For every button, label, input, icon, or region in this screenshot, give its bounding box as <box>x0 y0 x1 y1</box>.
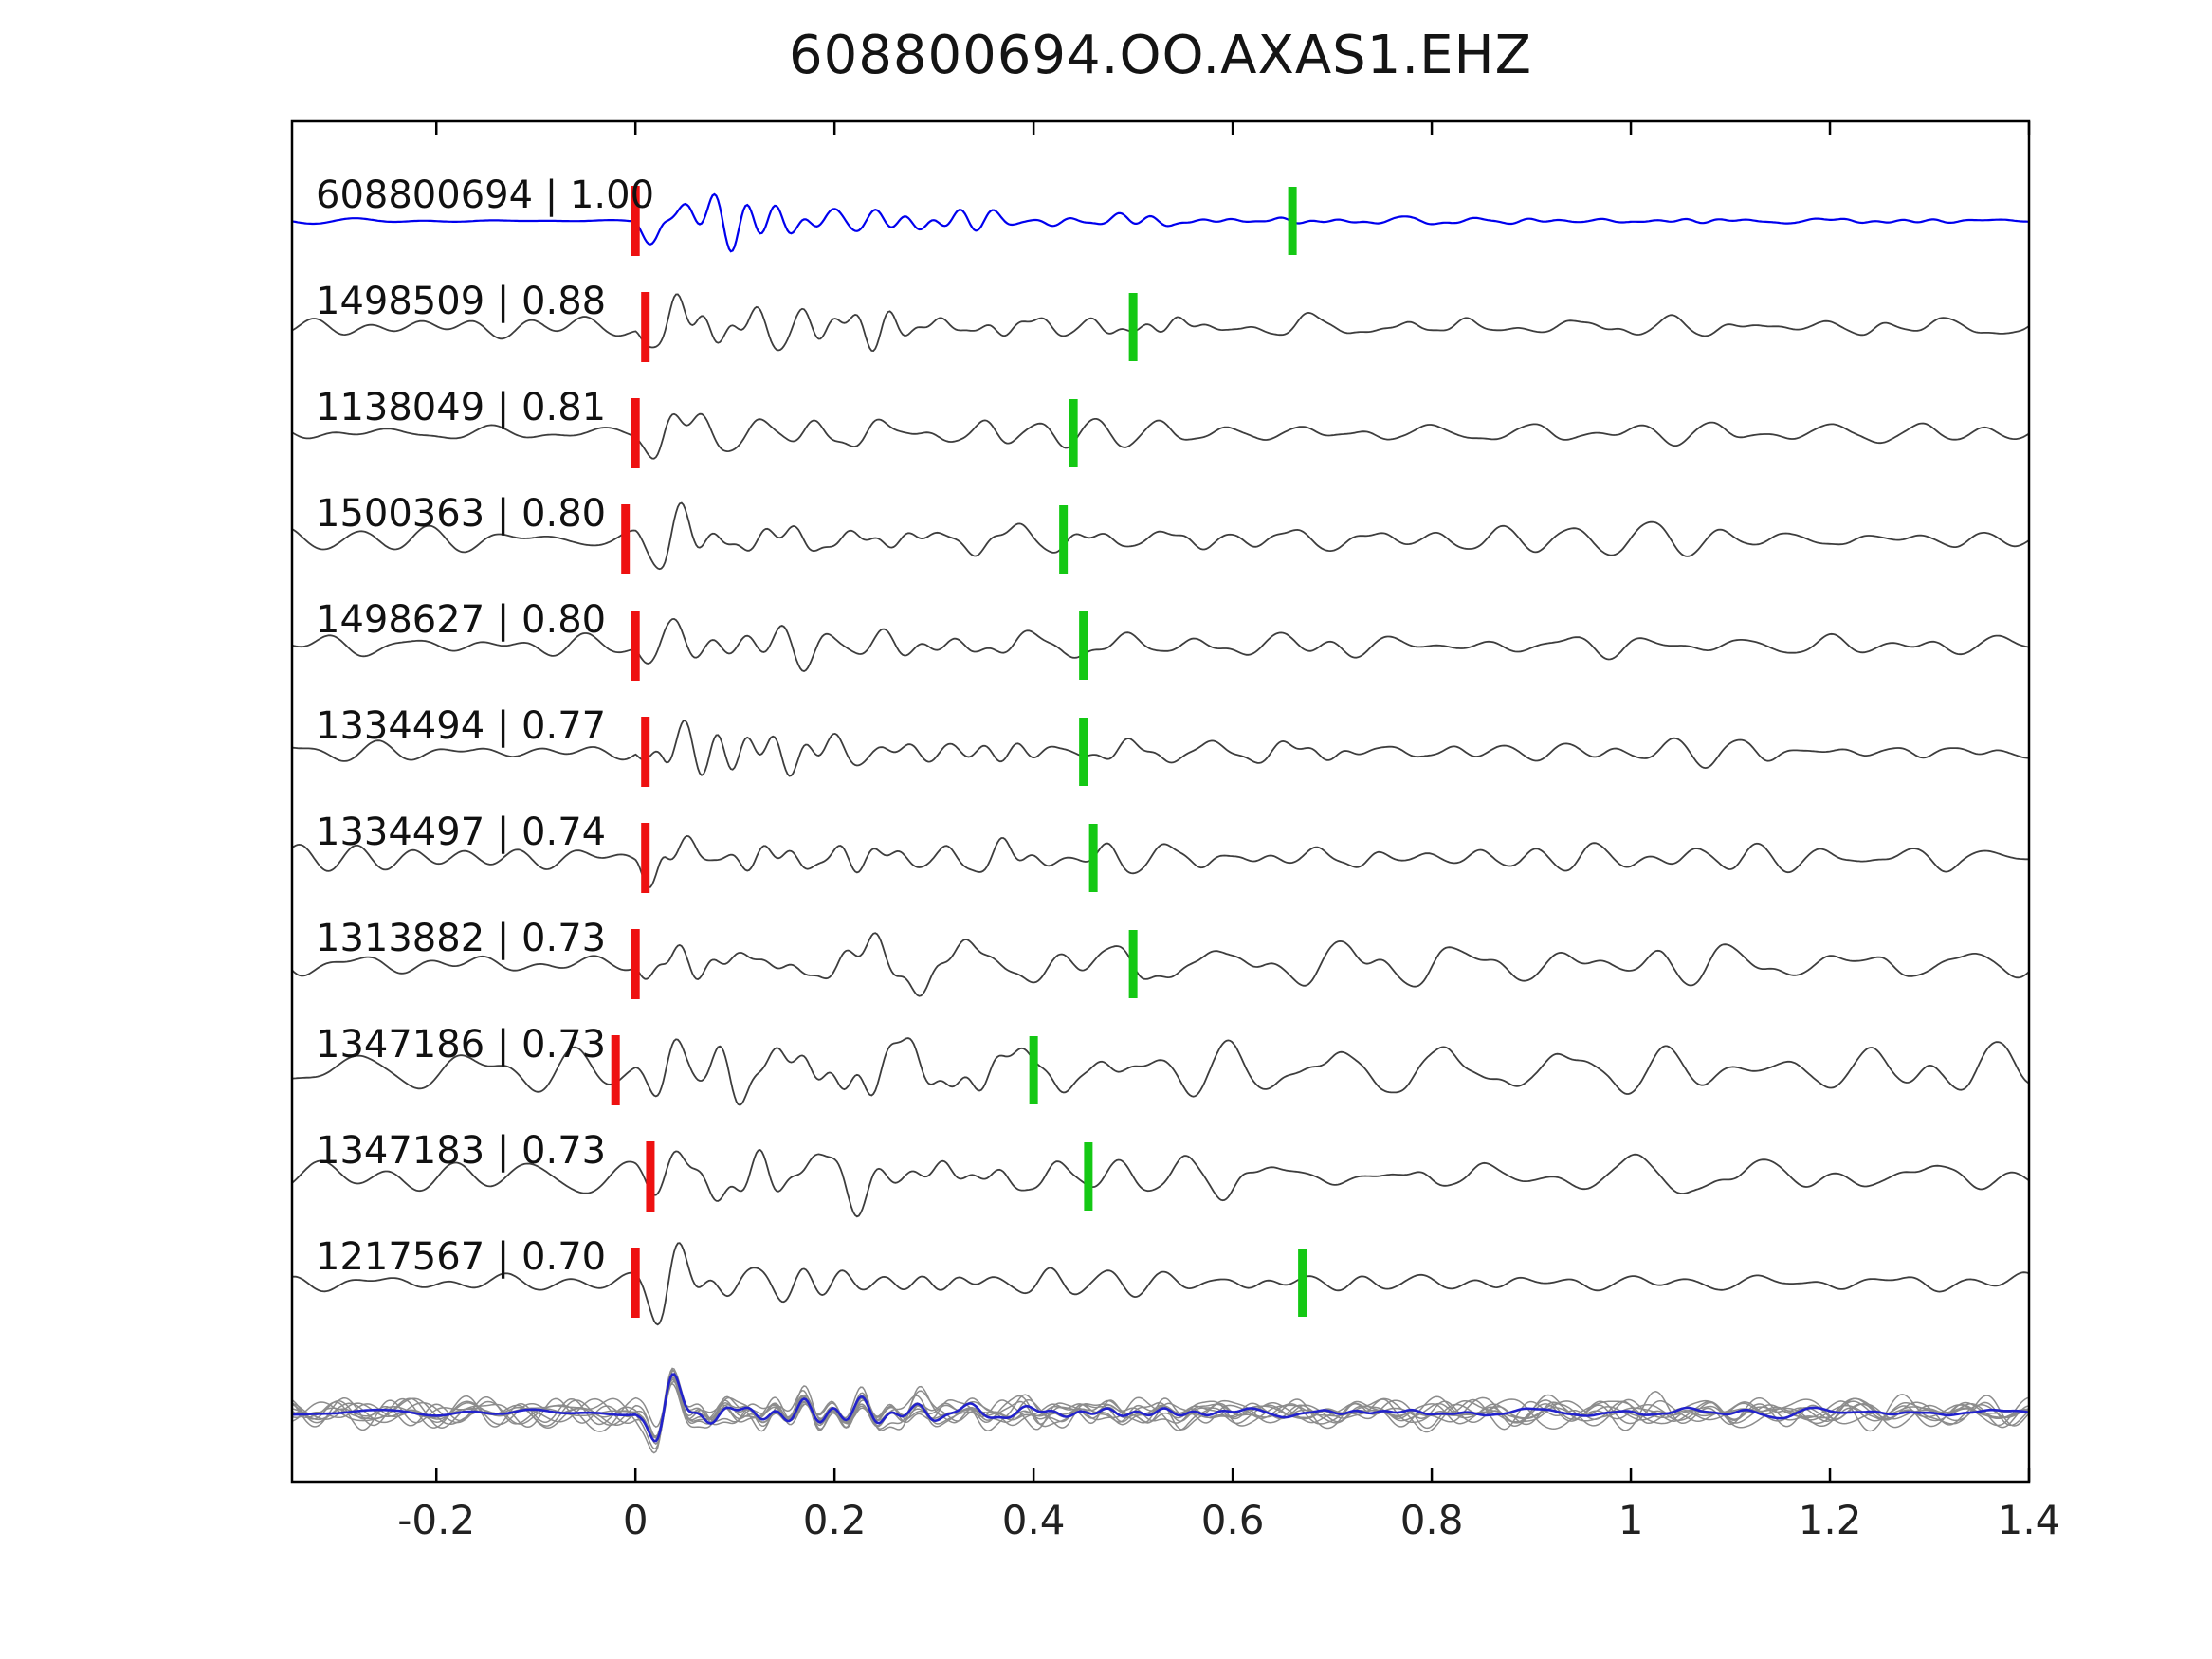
trace-1138049 <box>292 412 2029 460</box>
green-pick-marker-608800694 <box>1288 187 1297 255</box>
red-pick-marker-1313882 <box>631 929 640 999</box>
x-tick-label: 1.4 <box>1998 1497 2061 1543</box>
trace-label-1313882: 1313882 | 0.73 <box>316 917 606 960</box>
trace-label-1498509: 1498509 | 0.88 <box>316 280 606 323</box>
x-tick-label: 0 <box>623 1497 649 1543</box>
green-pick-marker-1347183 <box>1084 1142 1093 1211</box>
red-pick-marker-1498509 <box>641 292 650 362</box>
red-pick-marker-1138049 <box>631 398 640 468</box>
stack-member-trace <box>292 1369 2029 1450</box>
trace-label-1334494: 1334494 | 0.77 <box>316 704 606 748</box>
red-pick-marker-1217567 <box>631 1248 640 1318</box>
green-pick-marker-1334494 <box>1079 718 1088 786</box>
x-tick-label: -0.2 <box>397 1497 475 1543</box>
chart-title: 608800694.OO.AXAS1.EHZ <box>789 25 1532 86</box>
green-pick-marker-1334497 <box>1088 824 1098 892</box>
trace-1500363 <box>292 501 2029 571</box>
trace-layer <box>292 186 2029 1454</box>
green-pick-marker-1498509 <box>1128 293 1138 361</box>
x-tick-label: 0.2 <box>803 1497 867 1543</box>
trace-label-1347183: 1347183 | 0.73 <box>316 1129 606 1173</box>
trace-label-608800694: 608800694 | 1.00 <box>316 173 654 217</box>
trace-608800694 <box>292 192 2029 253</box>
green-pick-marker-1138049 <box>1069 399 1078 467</box>
trace-1334494 <box>292 720 2029 777</box>
trace-1217567 <box>292 1242 2029 1326</box>
red-pick-marker-1500363 <box>621 504 631 574</box>
trace-1347186 <box>292 1037 2029 1106</box>
red-pick-marker-1334497 <box>641 823 650 893</box>
plot-border <box>290 119 2031 1484</box>
stack-member-trace <box>292 1382 2029 1433</box>
trace-label-1498627: 1498627 | 0.80 <box>316 598 606 642</box>
trace-label-1500363: 1500363 | 0.80 <box>316 492 606 536</box>
green-pick-marker-1500363 <box>1059 505 1069 574</box>
stack-trace <box>292 1373 2029 1443</box>
x-tick-label: 0.6 <box>1201 1497 1265 1543</box>
x-tick-label: 0.8 <box>1400 1497 1464 1543</box>
green-pick-marker-1217567 <box>1298 1249 1307 1317</box>
green-pick-marker-1313882 <box>1128 930 1138 998</box>
red-pick-marker-1347183 <box>646 1141 655 1212</box>
trace-label-1138049: 1138049 | 0.81 <box>316 386 606 429</box>
trace-1498627 <box>292 617 2029 672</box>
trace-label-1347186: 1347186 | 0.73 <box>316 1023 606 1066</box>
x-tick-label: 0.4 <box>1002 1497 1066 1543</box>
red-pick-marker-1498627 <box>631 611 640 681</box>
trace-label-1334497: 1334497 | 0.74 <box>316 811 606 854</box>
x-tick-label: 1 <box>1618 1497 1644 1543</box>
green-pick-marker-1347186 <box>1029 1036 1038 1104</box>
red-pick-marker-1347186 <box>611 1035 620 1105</box>
stack-member-trace <box>292 1376 2029 1446</box>
trace-label-1217567: 1217567 | 0.70 <box>316 1235 606 1279</box>
trace-1347183 <box>292 1149 2029 1218</box>
trace-1313882 <box>292 932 2029 997</box>
red-pick-marker-1334494 <box>641 717 650 787</box>
green-pick-marker-1498627 <box>1079 611 1088 680</box>
x-tick-label: 1.2 <box>1799 1497 1862 1543</box>
trace-1498509 <box>292 293 2029 353</box>
trace-1334497 <box>292 834 2029 889</box>
red-pick-marker-608800694 <box>631 186 640 256</box>
